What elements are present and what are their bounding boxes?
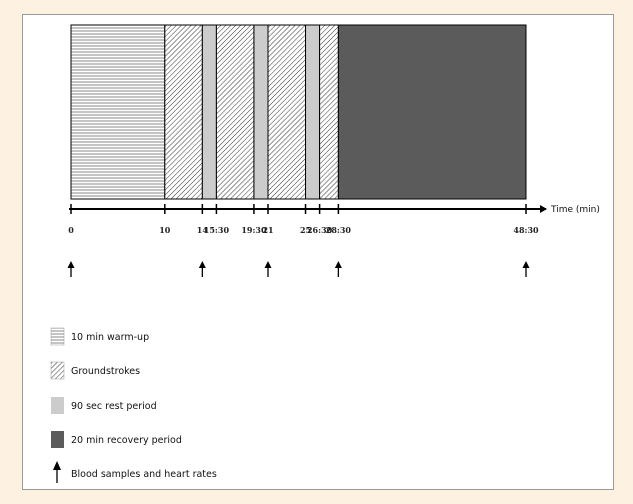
legend-label-rest: 90 sec rest period: [71, 401, 157, 412]
time-axis-label: Time (min): [550, 205, 600, 215]
legend-swatch-groundstrokes: [50, 361, 65, 380]
legend-label-recovery: 20 min recovery period: [71, 435, 182, 446]
segment-rest-2: [201, 24, 217, 200]
tick-label-1: 10: [159, 225, 171, 235]
legend-swatch-recovery: [51, 431, 64, 448]
tick-label-7: 26:30: [307, 225, 333, 235]
timeline-segments: [70, 24, 527, 200]
legend-label-samples: Blood samples and heart rates: [71, 469, 217, 480]
segment-groundstrokes-7: [319, 24, 339, 200]
segment-recovery-8: [337, 24, 527, 200]
legend-swatch-warmup: [50, 327, 65, 346]
sample-arrow-1: [198, 261, 206, 277]
segment-groundstrokes-5: [267, 24, 307, 200]
legend-label-warmup: 10 min warm-up: [71, 332, 149, 343]
sample-arrow-4: [522, 261, 530, 277]
figure-frame: Time (min) 0 10 14 15:30 19:30 21 25 26:30 28:30…: [22, 14, 614, 490]
sample-arrow-2: [264, 261, 272, 277]
up-arrow-icon: [53, 461, 61, 483]
segment-rest-4: [253, 24, 269, 200]
segment-rest-6: [305, 24, 321, 200]
segment-groundstrokes-1: [164, 24, 203, 200]
segment-warmup-0: [70, 24, 166, 200]
sample-arrow-3: [334, 261, 342, 277]
tick-label-8: 28:30: [326, 225, 352, 235]
legend-label-groundstrokes: Groundstrokes: [71, 366, 140, 377]
tick-label-0: 0: [68, 225, 74, 235]
segment-groundstrokes-3: [215, 24, 255, 200]
tick-label-3: 15:30: [204, 225, 230, 235]
legend-swatch-rest: [51, 397, 64, 414]
sample-arrows: [67, 261, 530, 277]
tick-label-2: 14: [197, 225, 209, 235]
tick-label-5: 21: [262, 225, 273, 235]
legend: 10 min warm-up Groundstrokes 90 sec rest…: [50, 327, 217, 483]
tick-label-9: 48:30: [513, 225, 539, 235]
time-axis: Time (min): [69, 205, 600, 215]
tick-label-4: 19:30: [241, 225, 267, 235]
sample-arrow-0: [67, 261, 75, 277]
tick-label-6: 25: [300, 225, 311, 235]
